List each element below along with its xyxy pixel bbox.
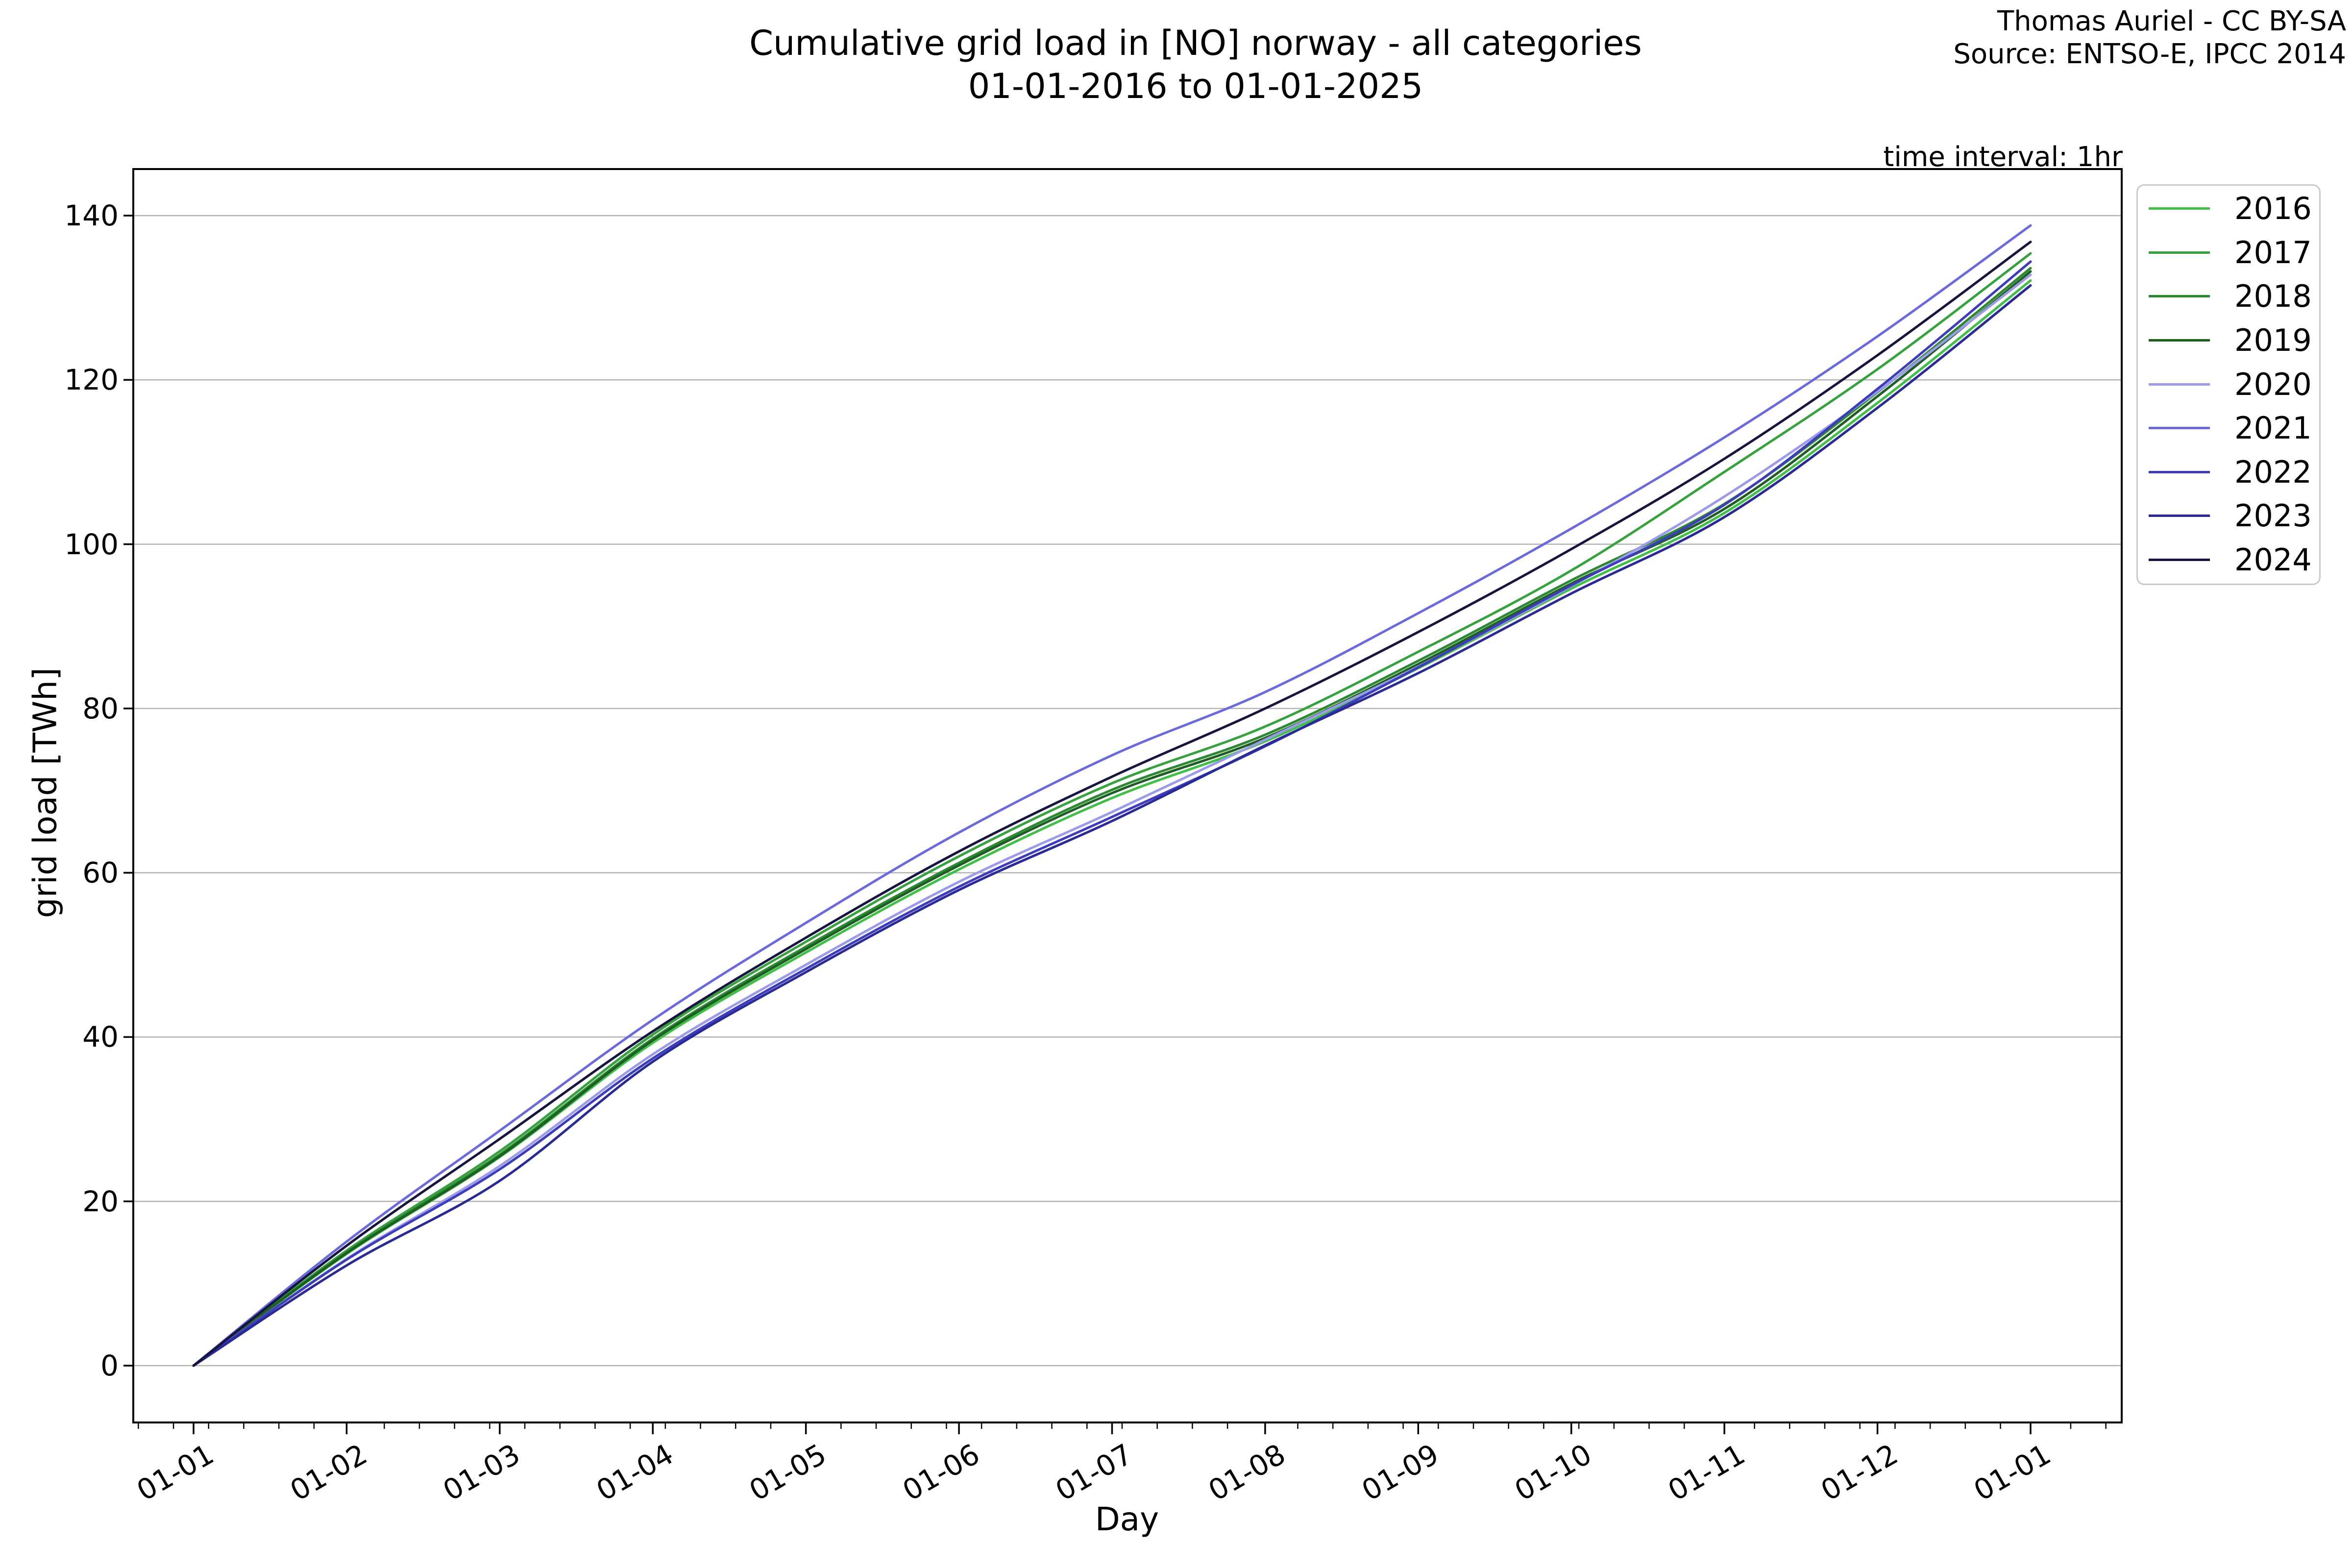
legend-item-label-2016: 2016	[2234, 191, 2312, 227]
legend-item-2016: 2016	[2138, 187, 2319, 231]
legend-item-2024: 2024	[2138, 538, 2319, 582]
series-lines	[192, 224, 2032, 1367]
series-line-2024	[192, 241, 2032, 1367]
y-tick-label-60: 60	[82, 856, 119, 890]
legend-item-2022: 2022	[2138, 450, 2319, 494]
legend-item-label-2018: 2018	[2234, 278, 2312, 315]
legend-color-line-2019	[2149, 339, 2210, 342]
legend-color-line-2024	[2149, 558, 2210, 561]
legend-item-label-2021: 2021	[2234, 410, 2312, 446]
legend-item-2021: 2021	[2138, 406, 2319, 450]
legend-color-line-2017	[2149, 251, 2210, 254]
y-tick-label-40: 40	[82, 1020, 119, 1054]
legend-color-line-2021	[2149, 427, 2210, 430]
chart-title: Cumulative grid load in [NO] norway - al…	[749, 22, 1642, 108]
legend-item-2023: 2023	[2138, 494, 2319, 538]
series-line-2016	[192, 279, 2032, 1367]
attribution-source: Source: ENTSO-E, IPCC 2014	[1953, 38, 2346, 70]
legend-color-line-2022	[2149, 470, 2210, 473]
legend-item-2019: 2019	[2138, 318, 2319, 363]
legend-item-label-2022: 2022	[2234, 454, 2312, 490]
axis-ticks	[123, 215, 2107, 1434]
series-line-2023	[192, 284, 2032, 1367]
legend-item-label-2023: 2023	[2234, 498, 2312, 534]
legend-item-2020: 2020	[2138, 362, 2319, 406]
legend-color-line-2020	[2149, 383, 2210, 386]
legend-item-label-2024: 2024	[2234, 541, 2312, 578]
time-interval-note: time interval: 1hr	[1883, 141, 2123, 173]
plot-border	[132, 168, 2123, 1423]
legend-item-label-2017: 2017	[2234, 234, 2312, 270]
legend-item-2018: 2018	[2138, 274, 2319, 318]
series-line-2020	[192, 273, 2032, 1367]
legend-color-line-2016	[2149, 207, 2210, 210]
y-axis-label: grid load [TWh]	[26, 667, 64, 918]
legend-color-line-2023	[2149, 514, 2210, 517]
legend-item-2017: 2017	[2138, 231, 2319, 275]
y-tick-label-0: 0	[100, 1349, 119, 1382]
y-tick-label-100: 100	[64, 527, 119, 561]
legend-item-label-2019: 2019	[2234, 322, 2312, 358]
attribution: Thomas Auriel - CC BY-SA Source: ENTSO-E…	[1953, 5, 2346, 71]
y-tick-label-140: 140	[64, 198, 119, 232]
y-tick-label-20: 20	[82, 1184, 119, 1218]
x-axis-label: Day	[1095, 1500, 1159, 1538]
y-tick-label-80: 80	[82, 691, 119, 725]
legend: 2016 2017 2018 2019 2020 2021 2022 2023 2024	[2136, 184, 2321, 585]
legend-color-line-2018	[2149, 295, 2210, 298]
attribution-author: Thomas Auriel - CC BY-SA	[1997, 5, 2346, 37]
series-line-2022	[192, 260, 2032, 1367]
series-line-2017	[192, 252, 2032, 1367]
chart-title-line2: 01-01-2016 to 01-01-2025	[968, 66, 1423, 106]
series-line-2019	[192, 270, 2032, 1367]
legend-item-label-2020: 2020	[2234, 366, 2312, 402]
chart-title-line1: Cumulative grid load in [NO] norway - al…	[749, 23, 1642, 63]
y-tick-label-120: 120	[64, 363, 119, 397]
series-line-2021	[192, 224, 2032, 1367]
